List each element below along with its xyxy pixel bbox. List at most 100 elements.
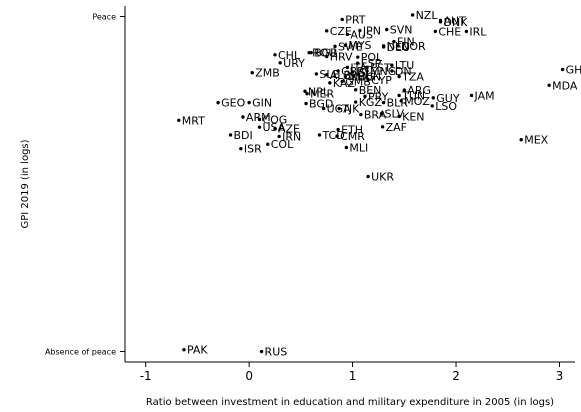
point-marker (336, 127, 340, 132)
data-point: TJK (337, 103, 360, 116)
point-label: PRT (345, 13, 365, 26)
point-label: TZA (401, 71, 424, 84)
data-point: CHL (273, 49, 301, 62)
data-point: ARG (402, 84, 431, 97)
point-marker (321, 106, 326, 111)
point-label: PRY (368, 90, 389, 103)
point-marker (353, 100, 358, 104)
data-point: DN (390, 65, 412, 78)
point-marker (325, 29, 329, 33)
point-label: CHL (278, 49, 301, 62)
point-marker (257, 117, 262, 122)
point-marker (177, 118, 181, 122)
point-marker (363, 94, 367, 99)
data-point: CYP (366, 74, 392, 87)
data-point: ISR (239, 143, 262, 156)
data-point: TCD (317, 129, 345, 142)
point-marker (241, 115, 245, 119)
point-marker (359, 112, 363, 117)
point-label: KGZ (359, 96, 383, 109)
data-point: MEX (519, 134, 549, 147)
point-label: IRL (469, 25, 487, 38)
point-label: DEU (387, 41, 410, 54)
data-point: RUS (259, 346, 288, 359)
data-point: GH (560, 63, 581, 76)
point-marker (560, 67, 565, 72)
point-label: POL (361, 51, 383, 64)
data-point: DEU (381, 41, 410, 54)
point-label: IRN (282, 130, 301, 143)
point-marker (519, 138, 523, 142)
data-point: FIN (392, 36, 415, 49)
y-axis-title: GPI 2019 (in logs) (20, 139, 31, 228)
point-marker (259, 349, 264, 354)
point-marker (402, 88, 407, 92)
point-label: NPL (308, 85, 330, 98)
data-point: DNK (438, 16, 469, 29)
data-point: PRT (340, 13, 366, 26)
point-label: MEX (524, 134, 548, 147)
y-tick-label: Absence of peace (45, 348, 116, 357)
point-label: NOR (401, 40, 426, 53)
data-point: COL (266, 138, 294, 151)
x-tick-label: 3 (556, 369, 564, 383)
point-label: ARG (407, 84, 431, 97)
point-label: DNK (444, 16, 469, 29)
point-marker (182, 348, 186, 352)
point-marker (337, 106, 341, 111)
data-point: MDA (547, 79, 578, 92)
data-point: ITA (345, 61, 368, 74)
data-point: NPL (303, 85, 330, 98)
data-point: TZA (397, 71, 424, 84)
y-ticks: Peace Absence of peace (45, 12, 125, 357)
point-label: BLR (387, 97, 409, 110)
point-label: CMR (340, 130, 365, 143)
point-label: TJK (341, 103, 360, 116)
data-point: POL (356, 51, 383, 64)
point-label: RUS (265, 346, 288, 359)
point-marker (365, 69, 369, 73)
data-point: HRV (325, 51, 353, 64)
point-label: BGD (309, 98, 333, 111)
data-point: MER (305, 88, 335, 101)
data-point: SLE (314, 68, 339, 81)
data-point: ZAF (380, 121, 407, 134)
data-point: BGD (304, 98, 333, 111)
point-marker (351, 74, 356, 79)
data-point: CHE (433, 25, 461, 38)
point-marker (257, 125, 262, 129)
data-point: BLR (381, 97, 409, 110)
data-point: ISL (350, 66, 373, 79)
point-marker (464, 29, 469, 34)
point-marker (390, 63, 394, 67)
point-label: DN (395, 65, 412, 78)
point-label: ISR (244, 143, 262, 156)
point-label: GIN (252, 97, 272, 110)
point-label: BDI (234, 129, 253, 142)
point-marker (335, 134, 339, 138)
point-marker (358, 28, 362, 33)
point-label: GMB (345, 75, 371, 88)
point-marker (431, 96, 435, 100)
point-label: KAZ (333, 77, 356, 90)
point-label: COG (262, 113, 287, 126)
point-label: AUS (350, 28, 373, 41)
point-label: ROU (312, 47, 336, 60)
point-marker (397, 93, 401, 98)
point-marker (336, 69, 340, 73)
point-label: MER (310, 88, 334, 101)
point-label: JAM (474, 89, 495, 102)
point-marker (353, 88, 358, 92)
point-marker (365, 65, 369, 70)
data-point: ZMB (250, 67, 280, 80)
data-point: IRL (464, 25, 487, 38)
point-marker (325, 54, 329, 59)
point-label: MDA (552, 79, 578, 92)
point-label: ITA (350, 61, 367, 74)
point-label: AZE (278, 123, 300, 136)
data-point: MRT (177, 114, 205, 127)
point-marker (325, 73, 329, 77)
point-label: AUT (444, 14, 467, 27)
point-label: PAK (187, 344, 208, 357)
